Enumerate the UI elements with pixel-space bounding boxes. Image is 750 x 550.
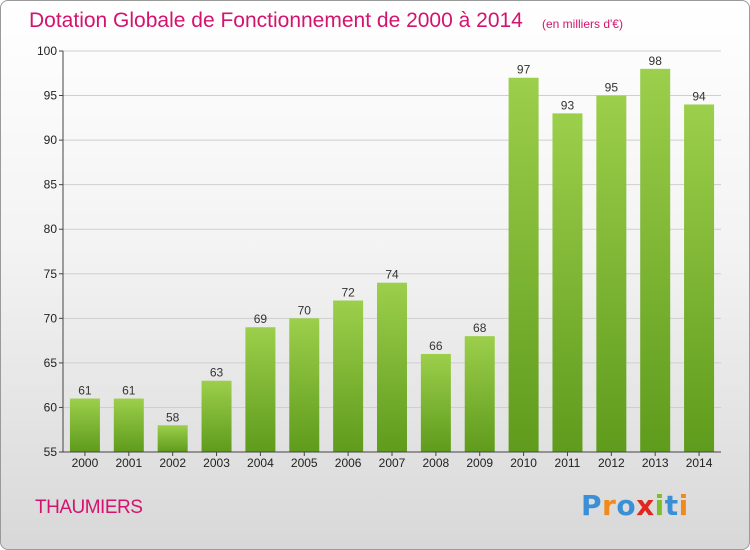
x-tick-label: 2013 [642, 456, 669, 470]
bar-value-label: 69 [254, 312, 268, 326]
chart-title: Dotation Globale de Fonctionnement de 20… [29, 9, 523, 32]
bar-2002 [157, 425, 188, 452]
bar-value-label: 58 [166, 410, 180, 424]
bar-2004 [245, 327, 276, 452]
chart-unit: (en milliers d'€) [542, 17, 623, 31]
y-tick-label: 90 [44, 133, 58, 147]
bar-2012 [596, 95, 627, 453]
bar-2006 [333, 300, 364, 452]
logo-letter: x [636, 489, 655, 522]
y-tick-label: 75 [44, 267, 58, 281]
bar-value-label: 74 [385, 268, 399, 282]
bar-value-label: 70 [298, 303, 312, 317]
x-tick-label: 2005 [291, 456, 318, 470]
x-tick-label: 2002 [159, 456, 186, 470]
proxiti-logo: Proxiti [581, 489, 689, 522]
logo-letter: P [581, 489, 603, 522]
place-name: THAUMIERS [35, 497, 143, 518]
bar-2008 [420, 353, 451, 452]
x-tick-label: 2010 [510, 456, 537, 470]
logo-letter: i [678, 489, 689, 522]
y-tick-label: 55 [44, 445, 58, 459]
x-tick-label: 2000 [72, 456, 99, 470]
x-tick-label: 2008 [423, 456, 450, 470]
bar-2007 [377, 282, 407, 452]
bar-value-label: 66 [429, 339, 443, 353]
bar-2005 [289, 318, 320, 452]
y-tick-label: 65 [44, 356, 58, 370]
logo-letter: i [654, 489, 665, 522]
x-tick-label: 2007 [379, 456, 406, 470]
x-tick-label: 2012 [598, 456, 625, 470]
y-tick-label: 70 [44, 311, 58, 325]
logo-letter: r [602, 489, 617, 522]
bar-2009 [464, 336, 495, 452]
bar-2010 [508, 77, 539, 452]
bar-value-label: 97 [517, 63, 531, 77]
x-tick-label: 2011 [555, 456, 581, 470]
bar-2000 [69, 398, 100, 452]
x-tick-label: 2004 [247, 456, 274, 470]
bar-value-label: 61 [78, 384, 92, 398]
bar-value-label: 94 [692, 89, 706, 103]
logo-letter: t [664, 489, 679, 522]
y-tick-label: 60 [44, 400, 58, 414]
bar-2011 [552, 113, 583, 452]
y-tick-label: 85 [44, 178, 58, 192]
y-tick-label: 100 [37, 44, 57, 58]
x-tick-label: 2006 [335, 456, 362, 470]
x-tick-label: 2014 [686, 456, 713, 470]
y-tick-label: 95 [44, 89, 58, 103]
bar-value-label: 63 [210, 366, 224, 380]
x-tick-label: 2009 [466, 456, 493, 470]
x-tick-label: 2003 [203, 456, 230, 470]
bar-value-label: 93 [561, 98, 575, 112]
bar-2001 [113, 398, 144, 452]
x-tick-label: 2001 [115, 456, 142, 470]
bar-value-label: 98 [649, 54, 663, 68]
bar-value-label: 68 [473, 321, 487, 335]
bar-value-label: 95 [605, 81, 619, 95]
bar-value-label: 72 [341, 286, 355, 300]
bar-value-label: 61 [122, 384, 136, 398]
logo-letter: o [616, 489, 637, 522]
y-tick-label: 80 [44, 222, 58, 236]
bar-2013 [640, 68, 671, 453]
bar-2003 [201, 380, 232, 452]
bar-2014 [684, 104, 715, 452]
